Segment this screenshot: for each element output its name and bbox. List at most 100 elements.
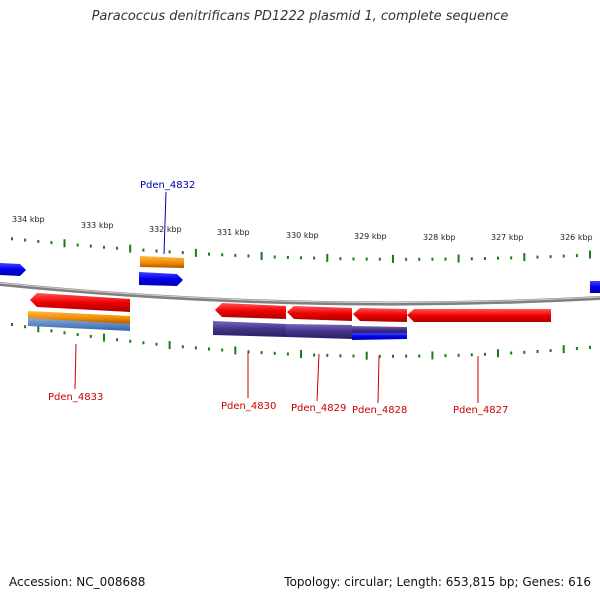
major-tick	[234, 346, 237, 355]
minor-tick	[247, 254, 250, 258]
gene-labels: Pden_4832 Pden_4833 Pden_4830 Pden_4829 …	[48, 180, 508, 416]
cds-pden-4833[interactable]	[30, 293, 130, 312]
minor-tick	[444, 354, 447, 358]
minor-tick	[50, 241, 53, 245]
major-tick	[497, 349, 499, 358]
minor-tick	[536, 350, 539, 353]
cds-pden-4829[interactable]	[287, 306, 352, 321]
purple-feature-pden-4828[interactable]	[352, 326, 407, 333]
minor-tick	[286, 352, 289, 356]
genome-summary-text: Topology: circular; Length: 653,815 bp; …	[284, 575, 591, 589]
major-tick	[129, 244, 132, 253]
reverse-strand-features	[28, 293, 551, 340]
minor-tick	[444, 257, 447, 261]
cds-pden-4832[interactable]	[140, 256, 184, 268]
major-tick	[103, 333, 105, 342]
minor-tick	[11, 237, 13, 241]
gene-label-pden-4833[interactable]: Pden_4833	[48, 392, 103, 403]
minor-tick	[181, 345, 184, 349]
minor-tick	[326, 353, 329, 357]
minor-tick	[286, 255, 289, 259]
minor-tick	[76, 243, 79, 247]
minor-tick	[221, 253, 224, 257]
minor-tick	[313, 353, 316, 357]
leader-pden-4833	[74, 343, 77, 390]
minor-tick	[11, 323, 13, 326]
minor-tick	[562, 254, 565, 258]
leader-pden-4832	[163, 191, 167, 255]
minor-tick	[405, 354, 408, 358]
gene-label-pden-4830[interactable]: Pden_4830	[221, 401, 276, 412]
ruler-label-334: 334 kbp	[12, 215, 45, 224]
purple-feature-pden-4830[interactable]	[213, 321, 286, 337]
steel-feature-pden-4833[interactable]	[28, 318, 130, 331]
minor-tick	[116, 246, 119, 250]
minor-tick	[339, 354, 342, 358]
major-tick	[260, 252, 263, 260]
gene-arrow-right-edge[interactable]	[590, 281, 600, 293]
minor-tick	[194, 346, 197, 350]
minor-tick	[470, 257, 473, 261]
major-tick	[326, 253, 329, 262]
minor-tick	[378, 354, 381, 358]
purple-feature-pden-4829[interactable]	[286, 324, 352, 339]
minor-tick	[168, 250, 171, 254]
ruler-label-331: 331 kbp	[217, 228, 250, 237]
inner-tick-ring	[11, 323, 591, 360]
gene-arrow-left-edge[interactable]	[0, 263, 26, 276]
minor-tick	[155, 249, 158, 253]
cds-pden-4828[interactable]	[353, 308, 407, 322]
minor-tick	[418, 354, 421, 358]
major-tick	[365, 351, 368, 360]
minor-tick	[589, 345, 591, 349]
minor-tick	[273, 351, 276, 355]
gene-pden-4832[interactable]	[139, 272, 183, 286]
minor-tick	[392, 354, 394, 358]
major-tick	[562, 345, 565, 354]
minor-tick	[247, 350, 250, 354]
major-tick	[392, 254, 394, 263]
minor-tick	[63, 331, 66, 335]
map-title: Paracoccus denitrificans PD1222 plasmid …	[91, 9, 509, 24]
minor-tick	[523, 350, 526, 354]
leader-pden-4829	[316, 353, 320, 402]
minor-tick	[536, 255, 539, 259]
minor-tick	[208, 252, 210, 256]
ruler-label-330: 330 kbp	[286, 231, 319, 240]
minor-tick	[483, 352, 486, 356]
gene-pden-4828[interactable]	[352, 333, 407, 340]
gene-label-pden-4829[interactable]: Pden_4829	[291, 403, 346, 414]
minor-tick	[510, 351, 513, 355]
cds-pden-4827[interactable]	[407, 309, 551, 322]
minor-tick	[457, 353, 460, 357]
gene-label-pden-4828[interactable]: Pden_4828	[352, 405, 407, 416]
ruler-label-327: 327 kbp	[491, 233, 524, 242]
minor-tick	[155, 342, 158, 346]
orange-feature-pden-4833[interactable]	[28, 311, 130, 324]
minor-tick	[103, 245, 105, 249]
minor-tick	[549, 349, 552, 353]
minor-tick	[339, 257, 342, 261]
outer-tick-ring	[11, 237, 591, 263]
gene-label-pden-4832[interactable]: Pden_4832	[140, 180, 195, 191]
major-tick	[168, 341, 171, 349]
minor-tick	[300, 256, 302, 260]
minor-tick	[208, 347, 210, 351]
major-tick	[300, 350, 302, 358]
gene-label-pden-4827[interactable]: Pden_4827	[453, 405, 508, 416]
cds-pden-4830[interactable]	[215, 303, 286, 319]
accession-text: Accession: NC_008688	[9, 575, 146, 589]
minor-tick	[313, 256, 316, 260]
major-tick	[63, 239, 66, 248]
minor-tick	[24, 238, 27, 242]
minor-tick	[142, 248, 145, 252]
minor-tick	[352, 354, 355, 358]
minor-tick	[497, 256, 499, 260]
ruler-label-332: 332 kbp	[149, 225, 182, 234]
minor-tick	[89, 334, 92, 338]
major-tick	[589, 250, 591, 259]
major-tick	[457, 254, 460, 263]
minor-tick	[575, 254, 578, 258]
minor-tick	[549, 255, 552, 259]
minor-tick	[510, 256, 513, 260]
